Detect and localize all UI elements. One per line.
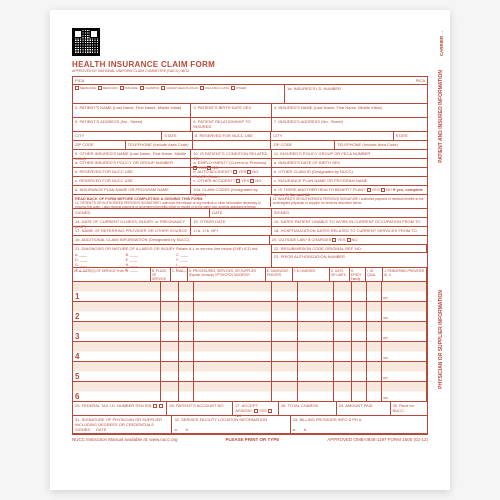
form-body: PICA PICA MEDICAREMEDICAIDTRICARECHAMPVA… <box>72 76 428 435</box>
box-10a[interactable]: a. EMPLOYMENT? (Current or Previous) YES… <box>191 159 272 167</box>
box-5[interactable]: 5. PATIENT'S ADDRESS (No., Street) <box>73 118 191 131</box>
box-6[interactable]: 6. PATIENT RELATIONSHIP TO INSURED <box>191 118 272 131</box>
box-31[interactable]: 31. SIGNATURE OF PHYSICIAN OR SUPPLIER I… <box>73 416 172 433</box>
box-7-state[interactable]: STATE <box>394 132 427 140</box>
box-17[interactable]: 17. NAME OF REFERRING PROVIDER OR OTHER … <box>73 227 191 235</box>
box-32[interactable]: 32. SERVICE FACILITY LOCATION INFORMATIO… <box>172 416 290 433</box>
service-lines: 1NPI2NPI3NPI4NPI5NPI6NPI <box>73 282 427 402</box>
box-11d[interactable]: d. IS THERE ANOTHER HEALTH BENEFIT PLAN?… <box>272 186 427 194</box>
box-23[interactable]: 23. PRIOR AUTHORIZATION NUMBER <box>272 253 427 261</box>
box-25[interactable]: 25. FEDERAL TAX I.D. NUMBER SSN EIN <box>73 402 167 415</box>
box-9[interactable]: 9. OTHER INSURED'S NAME (Last Name, Firs… <box>73 150 191 158</box>
box-21[interactable]: 21. DIAGNOSIS OR NATURE OF ILLNESS OR IN… <box>73 245 272 267</box>
box-27[interactable]: 27. ACCEPT ASSIGN? YES NO <box>233 402 279 415</box>
side-physician-supplier: PHYSICIAN OR SUPPLIER INFORMATION <box>438 290 444 389</box>
service-line-5[interactable]: 5NPI <box>73 362 427 382</box>
footer-left: NUCC Instruction Manual available at: ww… <box>72 437 178 442</box>
footer-right: APPROVED OMB-0938-1197 FORM 1500 (02-12) <box>327 437 428 442</box>
pica-left: PICA <box>75 78 84 83</box>
box-1a[interactable]: 1a. INSURED'S I.D. NUMBER <box>285 85 427 103</box>
box-28[interactable]: 28. TOTAL CHARGE <box>279 402 337 415</box>
form-title: HEALTH INSURANCE CLAIM FORM <box>72 60 428 69</box>
service-line-2[interactable]: 2NPI <box>73 302 427 322</box>
box-10c[interactable]: c. OTHER ACCIDENT? YES NO <box>191 177 272 185</box>
box-9b: b. RESERVED FOR NUCC USE <box>73 168 191 176</box>
signed-12[interactable]: SIGNED <box>73 209 210 217</box>
claim-form-page: CARRIER → PATIENT AND INSURED INFORMATIO… <box>50 10 450 490</box>
box-7-city[interactable]: CITY <box>271 132 393 140</box>
date-12[interactable]: DATE <box>210 209 272 217</box>
box-5-phone[interactable]: TELEPHONE (Include Area Code) <box>126 141 193 149</box>
box-11c[interactable]: c. INSURANCE PLAN NAME OR PROGRAM NAME <box>272 177 427 185</box>
signed-13[interactable]: SIGNED <box>272 209 427 217</box>
box-9c: c. RESERVED FOR NUCC USE <box>73 177 191 185</box>
service-line-6[interactable]: 6NPI <box>73 382 427 402</box>
box-19[interactable]: 19. ADDITIONAL CLAIM INFORMATION (Design… <box>73 236 270 244</box>
box-10b[interactable]: b. AUTO ACCIDENT? YES NO PLACE (State) <box>191 168 272 176</box>
pica-right: PICA <box>416 78 425 83</box>
box-33[interactable]: 33. BILLING PROVIDER INFO & PH # a. b. <box>291 416 427 433</box>
box-3[interactable]: 3. PATIENT'S BIRTH DATE SEX <box>191 104 272 117</box>
footer-center: PLEASE PRINT OR TYPE <box>226 437 280 442</box>
service-line-4[interactable]: 4NPI <box>73 342 427 362</box>
box-4[interactable]: 4. INSURED'S NAME (Last Name, First Name… <box>272 104 427 117</box>
box-17ab[interactable]: 17a. 17b. NPI <box>191 227 272 235</box>
box-11[interactable]: 11. INSURED'S POLICY GROUP OR FECA NUMBE… <box>272 150 427 158</box>
box-8b <box>193 141 271 149</box>
box-14[interactable]: 14. DATE OF CURRENT ILLNESS, INJURY, or … <box>73 218 191 226</box>
box-11a[interactable]: a. INSURED'S DATE OF BIRTH SEX <box>272 159 427 167</box>
box-8[interactable]: 8. RESERVED FOR NUCC USE <box>193 132 271 140</box>
footer: NUCC Instruction Manual available at: ww… <box>72 437 428 442</box>
box-7-zip[interactable]: ZIP CODE <box>271 141 335 149</box>
box-9d[interactable]: d. INSURANCE PLAN NAME OR PROGRAM NAME <box>73 186 191 194</box>
box-7-phone[interactable]: TELEPHONE (Include Area Code) <box>335 141 427 149</box>
qr-code <box>72 28 100 56</box>
box-12[interactable]: READ BACK OF FORM BEFORE COMPLETING & SI… <box>75 197 270 207</box>
box-5-zip[interactable]: ZIP CODE <box>73 141 126 149</box>
box-13[interactable]: 13. INSURED'S OR AUTHORIZED PERSON'S SIG… <box>270 197 425 207</box>
box-18[interactable]: 18. HOSPITALIZATION DATES RELATED TO CUR… <box>272 227 427 235</box>
box-9a[interactable]: a. OTHER INSURED'S POLICY OR GROUP NUMBE… <box>73 159 191 167</box>
box-5-state[interactable]: STATE <box>162 132 193 140</box>
box-15[interactable]: 15. OTHER DATE <box>191 218 272 226</box>
box-30: 30. Rsvd for NUCC <box>391 402 428 415</box>
side-patient-insured: PATIENT AND INSURED INFORMATION <box>438 70 444 163</box>
service-line-3[interactable]: 3NPI <box>73 322 427 342</box>
form-subtitle: APPROVED BY NATIONAL UNIFORM CLAIM COMMI… <box>72 69 428 73</box>
box-10: 10. IS PATIENT'S CONDITION RELATED TO: <box>191 150 272 158</box>
box-11b[interactable]: b. OTHER CLAIM ID (Designated by NUCC) <box>272 168 427 176</box>
box-20[interactable]: 20. OUTSIDE LAB? $ CHARGES YES NO <box>270 236 427 244</box>
box-16[interactable]: 16. DATES PATIENT UNABLE TO WORK IN CURR… <box>272 218 427 226</box>
box-7[interactable]: 7. INSURED'S ADDRESS (No., Street) <box>272 118 427 131</box>
box-5-city[interactable]: CITY <box>73 132 162 140</box>
service-line-1[interactable]: 1NPI <box>73 282 427 302</box>
box-10d[interactable]: 10d. CLAIM CODES (Designated by NUCC) <box>191 186 272 194</box>
box-29[interactable]: 29. AMOUNT PAID <box>337 402 391 415</box>
box-26[interactable]: 26. PATIENT'S ACCOUNT NO. <box>167 402 233 415</box>
box-22[interactable]: 22. RESUBMISSION CODE ORIGINAL REF. NO. <box>272 245 427 253</box>
box-1[interactable]: MEDICAREMEDICAIDTRICARECHAMPVAGROUP HEAL… <box>73 85 285 103</box>
carrier-arrow: CARRIER → <box>439 30 444 56</box>
box-2[interactable]: 2. PATIENT'S NAME (Last Name, First Name… <box>73 104 191 117</box>
